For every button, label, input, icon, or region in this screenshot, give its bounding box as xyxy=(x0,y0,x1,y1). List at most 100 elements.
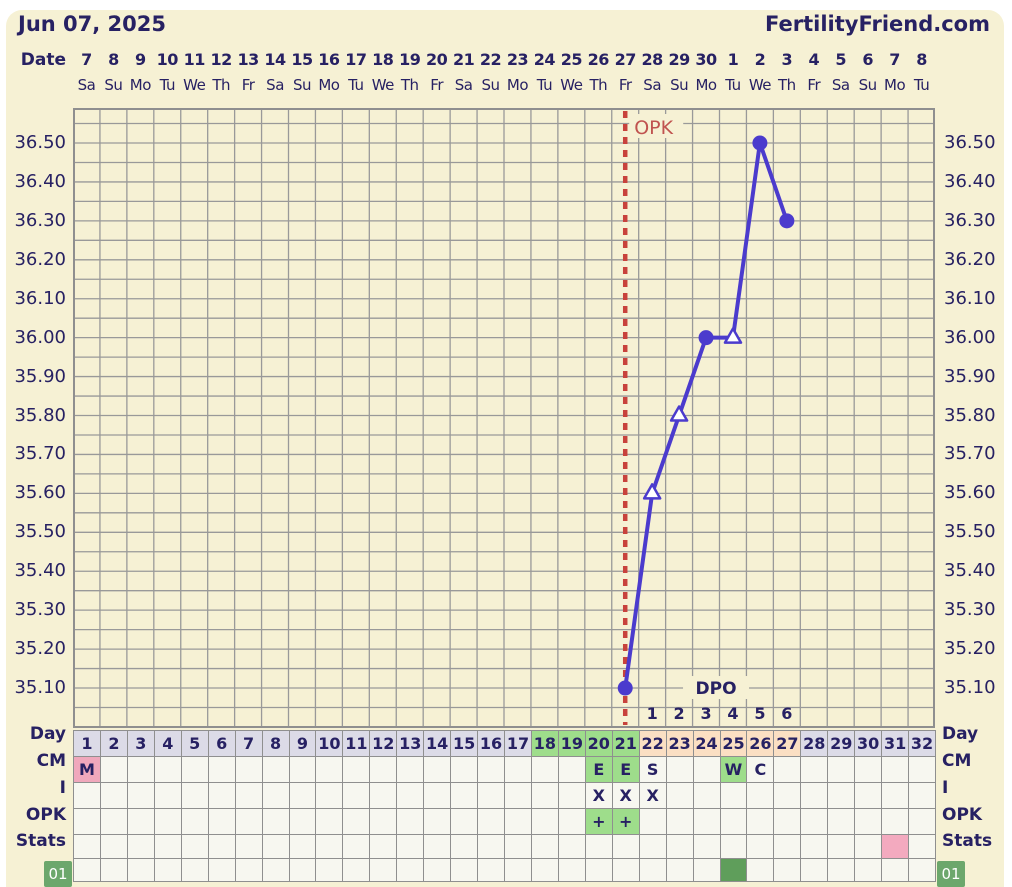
cm-cell-4[interactable] xyxy=(154,757,182,782)
day-cell-1[interactable]: 1 xyxy=(74,731,101,756)
stats-cell-9[interactable] xyxy=(289,835,317,858)
i-cell-30[interactable] xyxy=(855,783,883,808)
opk-cell-9[interactable] xyxy=(289,809,317,834)
day-cell-12[interactable]: 12 xyxy=(370,731,398,756)
cycle-cell-24[interactable] xyxy=(693,859,721,881)
day-cell-11[interactable]: 11 xyxy=(343,731,371,756)
cm-cell-22[interactable]: S xyxy=(639,757,667,782)
i-cell-15[interactable] xyxy=(451,783,479,808)
i-cell-14[interactable] xyxy=(424,783,452,808)
i-cell-10[interactable] xyxy=(316,783,344,808)
i-cell-18[interactable] xyxy=(531,783,559,808)
day-cell-30[interactable]: 30 xyxy=(855,731,883,756)
i-cell-21[interactable]: X xyxy=(612,783,640,808)
cm-cell-17[interactable] xyxy=(505,757,532,782)
cycle-cell-10[interactable] xyxy=(316,859,344,881)
cm-cell-6[interactable] xyxy=(208,757,236,782)
day-cell-27[interactable]: 27 xyxy=(774,731,802,756)
day-cell-18[interactable]: 18 xyxy=(531,731,559,756)
opk-cell-32[interactable] xyxy=(909,809,936,834)
day-cell-9[interactable]: 9 xyxy=(289,731,317,756)
cycle-cell-29[interactable] xyxy=(828,859,856,881)
cycle-cell-5[interactable] xyxy=(181,859,209,881)
opk-cell-28[interactable] xyxy=(801,809,829,834)
stats-cell-2[interactable] xyxy=(100,835,128,858)
cycle-cell-18[interactable] xyxy=(531,859,559,881)
stats-cell-21[interactable] xyxy=(612,835,640,858)
cm-cell-20[interactable]: E xyxy=(585,757,613,782)
cycle-cell-2[interactable] xyxy=(100,859,128,881)
stats-cell-19[interactable] xyxy=(558,835,586,858)
stats-cell-22[interactable] xyxy=(639,835,667,858)
day-cell-31[interactable]: 31 xyxy=(882,731,910,756)
cycle-01-badge-right[interactable]: 01 xyxy=(937,861,965,887)
temp-point-day-27[interactable] xyxy=(779,213,795,229)
day-cell-3[interactable]: 3 xyxy=(127,731,155,756)
i-cell-7[interactable] xyxy=(235,783,263,808)
temp-point-day-22[interactable] xyxy=(642,483,662,500)
cm-cell-2[interactable] xyxy=(100,757,128,782)
cycle-cell-12[interactable] xyxy=(370,859,398,881)
cycle-cell-13[interactable] xyxy=(397,859,425,881)
opk-cell-14[interactable] xyxy=(424,809,452,834)
stats-cell-10[interactable] xyxy=(316,835,344,858)
stats-cell-4[interactable] xyxy=(154,835,182,858)
stats-cell-28[interactable] xyxy=(801,835,829,858)
cm-cell-12[interactable] xyxy=(370,757,398,782)
i-cell-24[interactable] xyxy=(693,783,721,808)
opk-cell-1[interactable] xyxy=(74,809,101,834)
i-cell-32[interactable] xyxy=(909,783,936,808)
stats-cell-26[interactable] xyxy=(747,835,775,858)
i-cell-13[interactable] xyxy=(397,783,425,808)
opk-cell-5[interactable] xyxy=(181,809,209,834)
temp-point-day-21[interactable] xyxy=(617,680,633,696)
temp-point-day-26[interactable] xyxy=(752,135,768,151)
day-cell-24[interactable]: 24 xyxy=(693,731,721,756)
temp-point-day-25[interactable] xyxy=(723,327,743,344)
cm-cell-14[interactable] xyxy=(424,757,452,782)
cm-cell-30[interactable] xyxy=(855,757,883,782)
opk-cell-26[interactable] xyxy=(747,809,775,834)
cm-cell-23[interactable] xyxy=(666,757,694,782)
opk-cell-23[interactable] xyxy=(666,809,694,834)
cycle-cell-32[interactable] xyxy=(909,859,936,881)
opk-cell-2[interactable] xyxy=(100,809,128,834)
stats-cell-31[interactable] xyxy=(882,835,910,858)
cycle-cell-1[interactable] xyxy=(74,859,101,881)
cycle-cell-16[interactable] xyxy=(478,859,505,881)
day-cell-6[interactable]: 6 xyxy=(208,731,236,756)
cycle-cell-9[interactable] xyxy=(289,859,317,881)
opk-cell-4[interactable] xyxy=(154,809,182,834)
day-cell-17[interactable]: 17 xyxy=(505,731,532,756)
cm-cell-25[interactable]: W xyxy=(720,757,748,782)
opk-cell-13[interactable] xyxy=(397,809,425,834)
cm-cell-26[interactable]: C xyxy=(747,757,775,782)
stats-cell-8[interactable] xyxy=(262,835,290,858)
i-cell-20[interactable]: X xyxy=(585,783,613,808)
cycle-01-badge-left[interactable]: 01 xyxy=(44,861,72,887)
cycle-cell-11[interactable] xyxy=(343,859,371,881)
cm-cell-9[interactable] xyxy=(289,757,317,782)
stats-cell-12[interactable] xyxy=(370,835,398,858)
cycle-cell-17[interactable] xyxy=(505,859,532,881)
cycle-cell-28[interactable] xyxy=(801,859,829,881)
stats-cell-25[interactable] xyxy=(720,835,748,858)
cycle-cell-6[interactable] xyxy=(208,859,236,881)
opk-cell-31[interactable] xyxy=(882,809,910,834)
opk-cell-25[interactable] xyxy=(720,809,748,834)
stats-cell-13[interactable] xyxy=(397,835,425,858)
opk-cell-8[interactable] xyxy=(262,809,290,834)
cm-cell-15[interactable] xyxy=(451,757,479,782)
i-cell-28[interactable] xyxy=(801,783,829,808)
day-cell-2[interactable]: 2 xyxy=(100,731,128,756)
day-cell-23[interactable]: 23 xyxy=(666,731,694,756)
cm-cell-16[interactable] xyxy=(478,757,505,782)
stats-cell-24[interactable] xyxy=(693,835,721,858)
opk-cell-18[interactable] xyxy=(531,809,559,834)
day-cell-13[interactable]: 13 xyxy=(397,731,425,756)
cycle-cell-19[interactable] xyxy=(558,859,586,881)
cm-cell-11[interactable] xyxy=(343,757,371,782)
stats-cell-29[interactable] xyxy=(828,835,856,858)
i-cell-11[interactable] xyxy=(343,783,371,808)
cycle-cell-15[interactable] xyxy=(451,859,479,881)
